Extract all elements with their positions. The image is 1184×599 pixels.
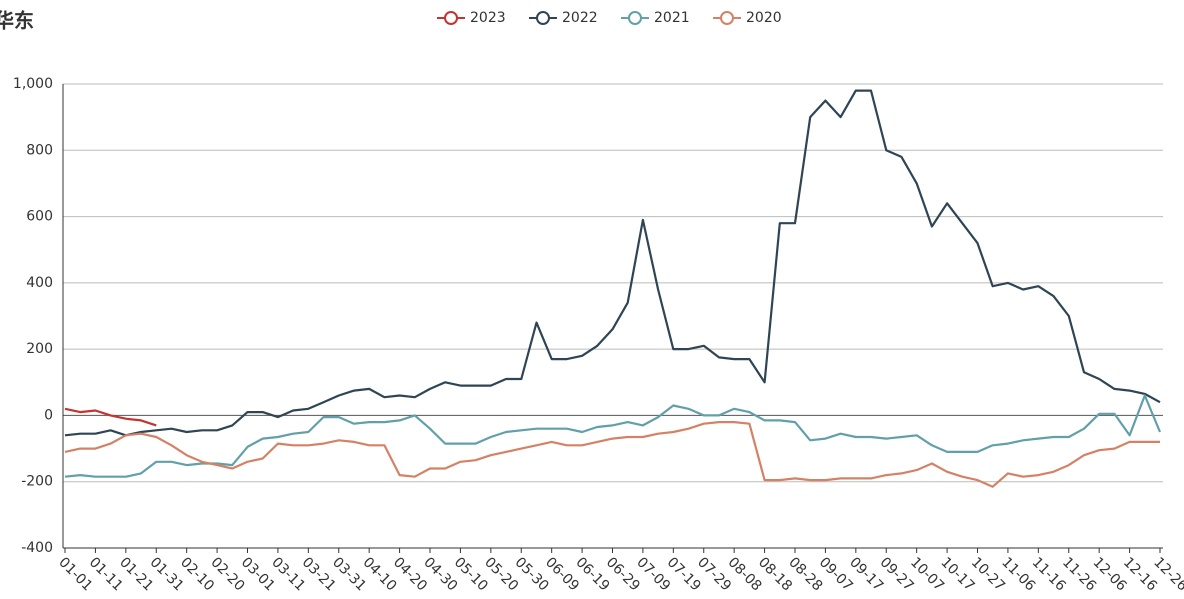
x-tick-label: 04-30 — [420, 554, 460, 594]
legend-item[interactable]: 2020 — [713, 10, 782, 26]
legend-icon — [444, 11, 458, 25]
x-tick-label: 05-20 — [481, 554, 521, 594]
x-tick-label: 09-17 — [846, 554, 886, 594]
x-tick-label: 10-27 — [968, 554, 1008, 594]
legend-label: 2020 — [746, 10, 782, 26]
x-tick-label: 11-26 — [1059, 554, 1099, 594]
x-tick-label: 10-07 — [907, 554, 947, 594]
x-tick-label: 05-30 — [512, 554, 552, 594]
x-tick-label: 03-11 — [268, 554, 308, 594]
legend-icon — [536, 11, 550, 25]
legend-item[interactable]: 2022 — [529, 10, 598, 26]
x-tick-label: 09-07 — [816, 554, 856, 594]
series-line — [64, 421, 1160, 488]
x-tick-label: 08-18 — [755, 554, 795, 594]
x-tick-label: 12-26 — [1150, 554, 1184, 594]
x-tick-label: 04-20 — [390, 554, 430, 594]
legend-label: 2021 — [654, 10, 690, 26]
x-tick-label: 01-11 — [86, 554, 126, 594]
x-tick-label: 02-10 — [177, 554, 217, 594]
y-tick-label: 400 — [26, 275, 53, 291]
x-tick-label: 03-31 — [329, 554, 369, 594]
x-tick-label: 06-29 — [603, 554, 643, 594]
y-tick-label: -200 — [21, 474, 53, 490]
x-tick-label: 11-16 — [1029, 554, 1069, 594]
x-tick-label: 02-20 — [207, 554, 247, 594]
x-tick-label: 03-01 — [238, 554, 278, 594]
x-tick-label: 01-01 — [55, 554, 95, 594]
x-tick-label: 12-06 — [1090, 554, 1130, 594]
legend-icon — [628, 11, 642, 25]
y-tick-label: 200 — [26, 341, 53, 357]
legend-label: 2022 — [562, 10, 598, 26]
x-tick-label: 09-27 — [877, 554, 917, 594]
x-tick-label: 07-19 — [664, 554, 704, 594]
chart-title: 华东 — [0, 9, 34, 33]
legend-label: 2023 — [470, 10, 506, 26]
y-tick-label: 1,000 — [13, 76, 53, 92]
series-line — [64, 89, 1161, 437]
y-tick-label: 800 — [26, 142, 53, 158]
x-tick-label: 03-21 — [299, 554, 339, 594]
series-line — [64, 394, 1162, 478]
x-tick-label: 01-21 — [116, 554, 156, 594]
x-tick-label: 06-19 — [572, 554, 612, 594]
x-tick-label: 01-31 — [147, 554, 187, 594]
x-tick-label: 11-06 — [998, 554, 1038, 594]
y-tick-label: 0 — [44, 407, 53, 423]
y-tick-label: 600 — [26, 209, 53, 225]
x-tick-label: 06-09 — [542, 554, 582, 594]
x-tick-label: 07-29 — [694, 554, 734, 594]
y-tick-label: -400 — [21, 540, 53, 556]
legend-icon — [720, 11, 734, 25]
x-tick-label: 10-17 — [937, 554, 977, 594]
x-tick-label: 08-28 — [785, 554, 825, 594]
legend-item[interactable]: 2021 — [621, 10, 690, 26]
x-tick-label: 07-09 — [633, 554, 673, 594]
x-tick-label: 12-16 — [1120, 554, 1160, 594]
x-tick-label: 05-10 — [451, 554, 491, 594]
legend-item[interactable]: 2023 — [437, 10, 506, 26]
series-line — [64, 407, 157, 427]
x-tick-label: 04-10 — [360, 554, 400, 594]
x-tick-label: 08-08 — [725, 554, 765, 594]
